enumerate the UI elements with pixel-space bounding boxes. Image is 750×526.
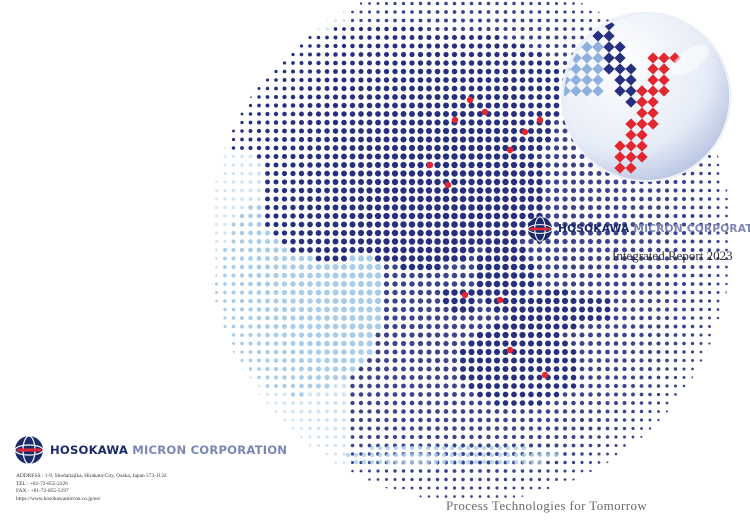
globe-mark-icon (14, 435, 44, 465)
tagline: Process Technologies for Tomorrow (446, 498, 648, 513)
contact-block: ADDRESS : 1-9, Shodaitajika, Hirakata-Ci… (16, 473, 167, 503)
company-name: HOSOKAWA MICRON CORPORATION (558, 223, 750, 235)
contact-url[interactable]: https://www.hosokawamicron.co.jp/en/ (16, 495, 101, 502)
globe-mark-icon (527, 216, 553, 242)
brand-bottom: HOSOKAWA MICRON CORPORATION (14, 435, 287, 465)
company-name: HOSOKAWA MICRON CORPORATION (50, 443, 288, 457)
report-title: Integrated Report 2023 (612, 248, 733, 263)
contact-address: ADDRESS : 1-9, Shodaitajika, Hirakata-Ci… (16, 473, 167, 479)
contact-fax: FAX : +81-72-855-5197 (16, 488, 69, 495)
antarctica-dots (345, 445, 559, 465)
globe-dot-field (214, 1, 728, 498)
contact-tel: TEL : +81-72-855-2226 (16, 480, 68, 487)
brand-top: HOSOKAWA MICRON CORPORATION (527, 216, 750, 242)
